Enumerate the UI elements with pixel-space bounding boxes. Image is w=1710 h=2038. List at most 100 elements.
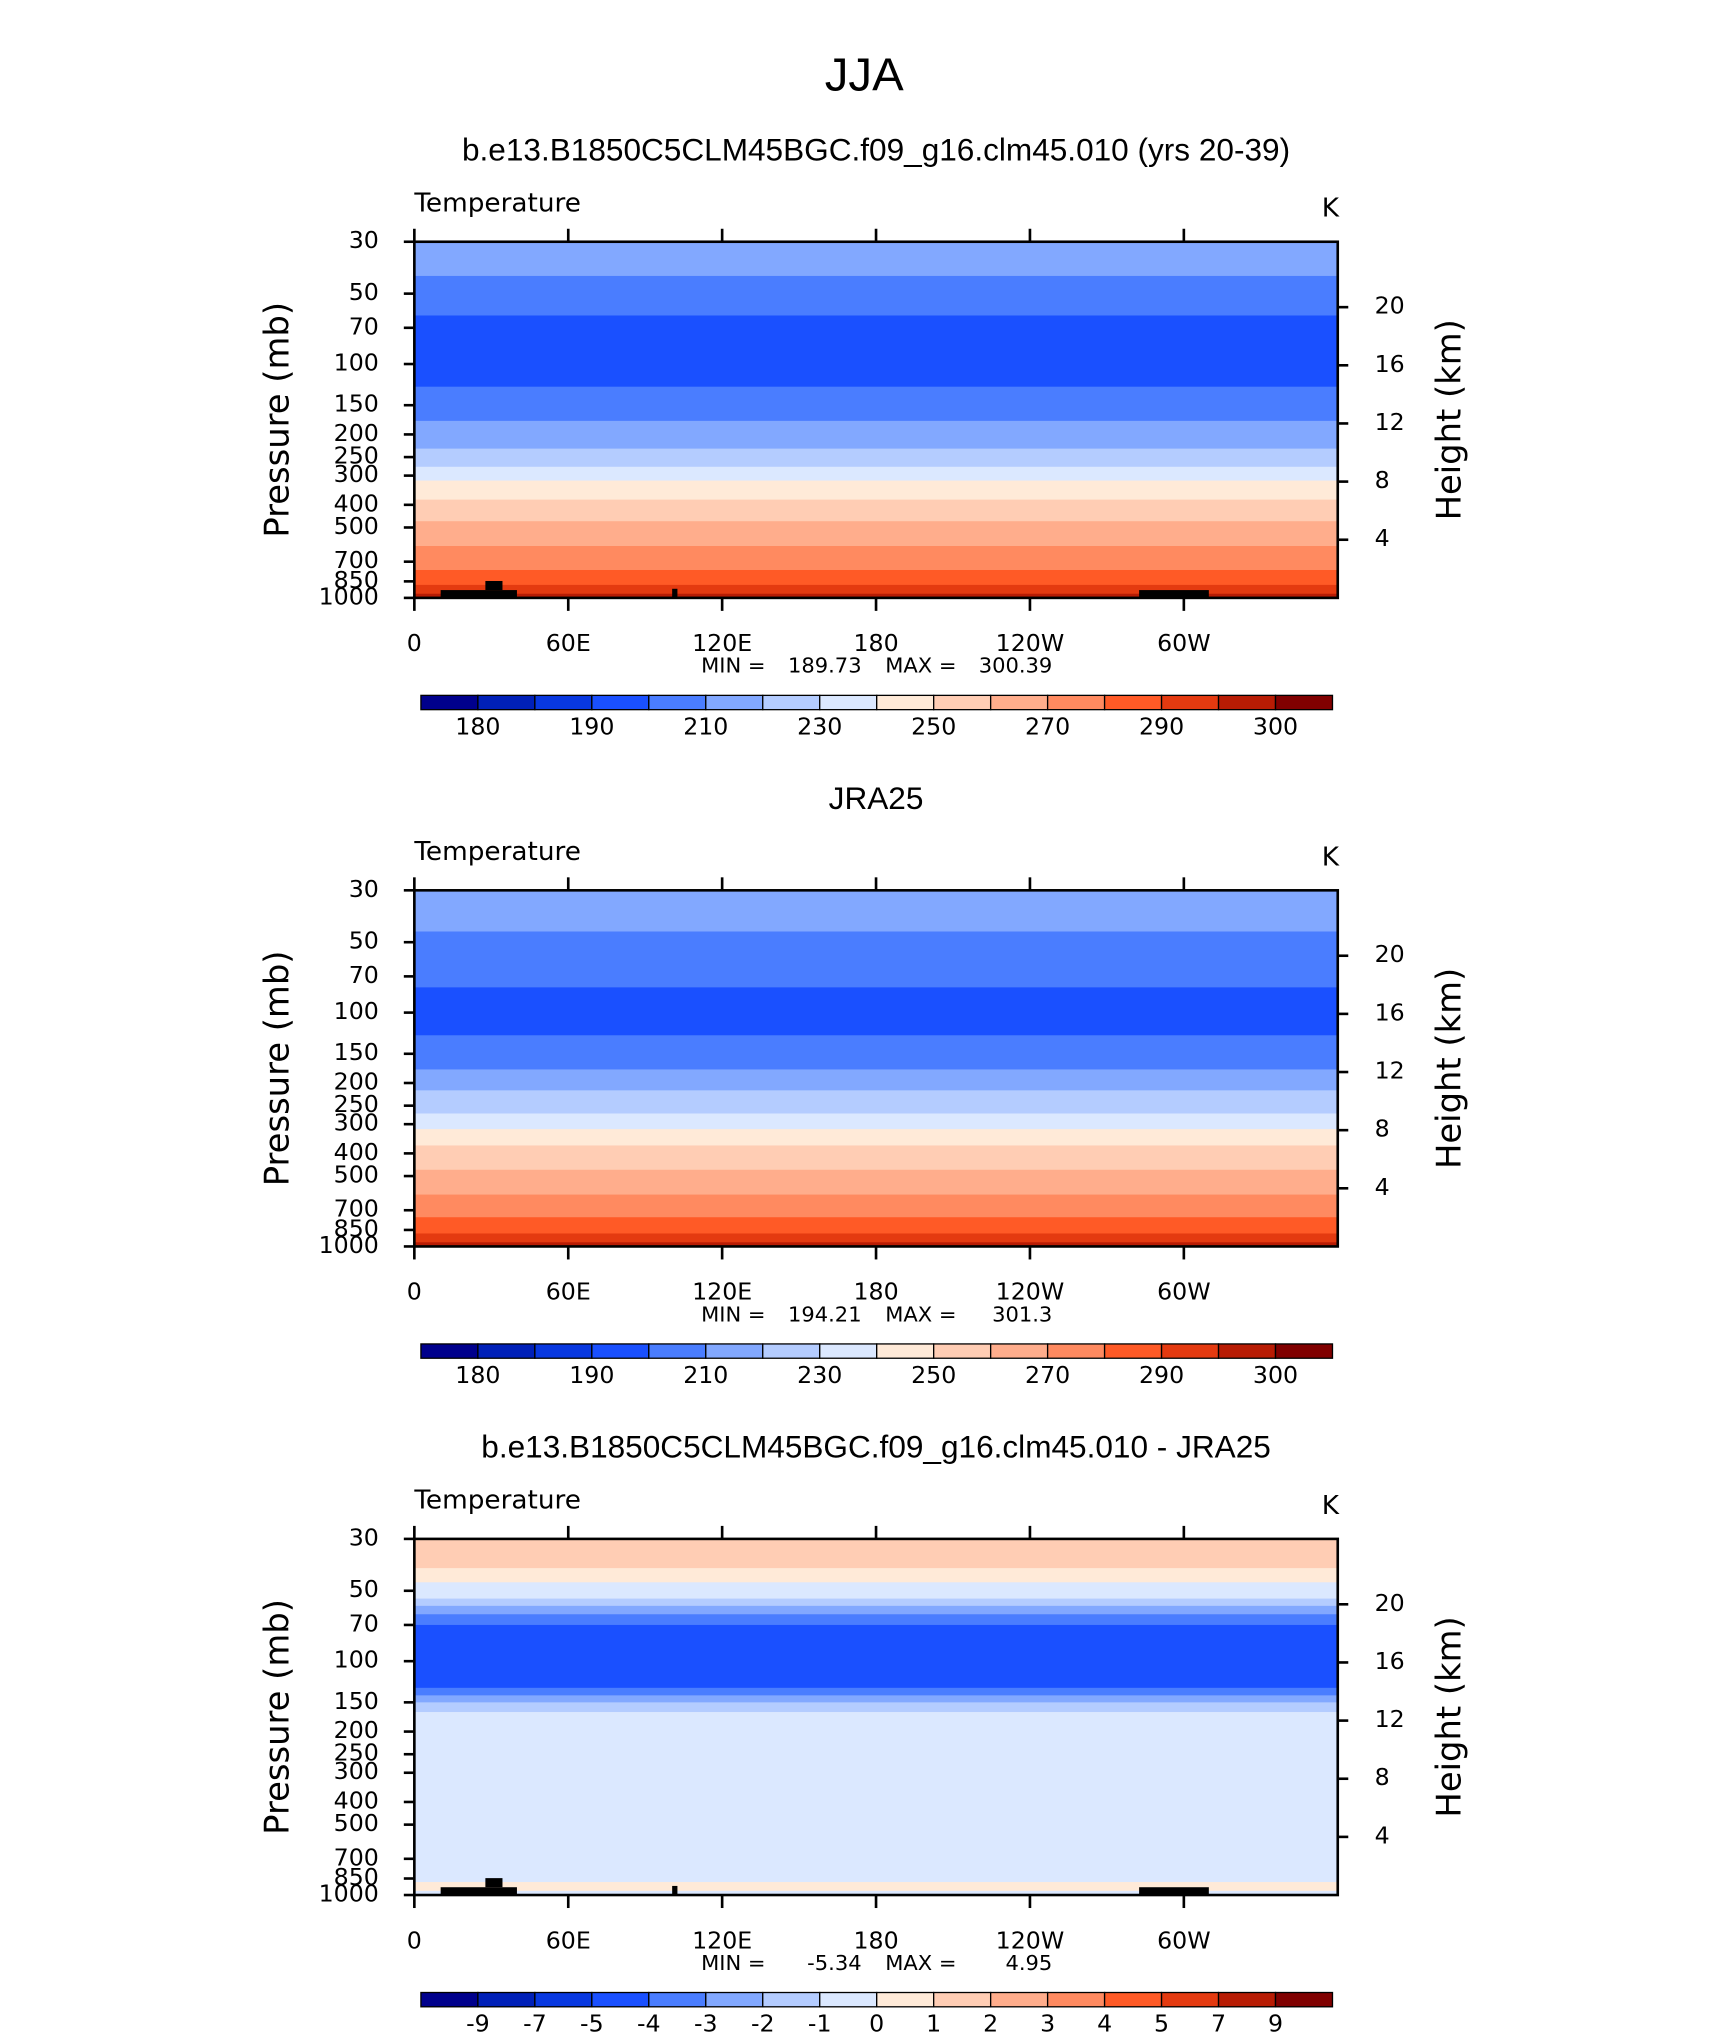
contour-band (414, 1687, 1338, 1696)
colorbar-label: 210 (683, 712, 728, 740)
x-tick-label: 0 (407, 1926, 422, 1954)
min-label: MIN = (701, 1951, 765, 1975)
panel-left-label: Temperature (413, 189, 581, 219)
panel: b.e13.B1850C5CLM45BGC.f09_g16.clm45.010 … (257, 132, 1469, 740)
y-tick-label: 200 (334, 1068, 379, 1096)
colorbar-label: 270 (1025, 712, 1070, 740)
y-tick-label: 200 (334, 419, 379, 447)
colorbar-box (819, 1343, 878, 1359)
y2-tick-label: 16 (1375, 998, 1405, 1026)
colorbar-box (1046, 1991, 1106, 2008)
colorbar-box (1274, 694, 1334, 711)
y-tick-label: 850 (334, 566, 379, 594)
colorbar-label: 9 (1268, 2010, 1283, 2038)
x-tick-label: 60E (546, 1926, 591, 1954)
contour-band (414, 1624, 1338, 1689)
y2-tick-label: 8 (1375, 466, 1390, 494)
y-tick-label: 50 (349, 278, 379, 306)
contour-band (414, 1069, 1338, 1091)
colorbar-box (591, 1991, 650, 2008)
y2-tick-label: 20 (1375, 1589, 1405, 1617)
y-tick-label: 30 (349, 875, 379, 903)
colorbar-label: 270 (1025, 1361, 1070, 1389)
colorbar-label: -2 (751, 2010, 775, 2038)
y-tick-label: 150 (334, 1687, 379, 1715)
contour-band (414, 593, 1338, 599)
contour-band (414, 1233, 1338, 1243)
topography (1139, 1887, 1209, 1896)
colorbar-label: 180 (455, 712, 500, 740)
colorbar-box (648, 1343, 707, 1359)
contour-band (414, 890, 1338, 933)
colorbar-box (648, 694, 707, 711)
y2-tick-label: 16 (1375, 350, 1405, 378)
topography (485, 1878, 503, 1888)
colorbar-box (762, 1991, 821, 2008)
colorbar-box (705, 1991, 764, 2008)
y2-tick-label: 4 (1375, 524, 1390, 552)
y-tick-label: 250 (334, 442, 379, 470)
contour-band (414, 1035, 1338, 1071)
colorbar-box (876, 1343, 935, 1359)
y-axis-label: Pressure (mb) (257, 951, 297, 1187)
colorbar-box (705, 694, 764, 711)
panel-title: b.e13.B1850C5CLM45BGC.f09_g16.clm45.010 … (481, 1430, 1271, 1465)
y-tick-label: 150 (334, 390, 379, 418)
y2-tick-label: 8 (1375, 1763, 1390, 1791)
y2-tick-label: 16 (1375, 1647, 1405, 1675)
colorbar-label: 300 (1253, 712, 1298, 740)
colorbar-box (591, 1343, 650, 1359)
colorbar-label: 2 (983, 2010, 998, 2038)
x-tick-label: 120E (692, 629, 752, 657)
topography (440, 590, 517, 598)
max-value: 301.3 (992, 1302, 1052, 1326)
y-tick-label: 500 (334, 1809, 379, 1837)
contour-band (414, 1129, 1338, 1147)
colorbar-box (1046, 1343, 1106, 1359)
contour-band (414, 570, 1338, 586)
colorbar-label: 1 (926, 2010, 941, 2038)
x-tick-label: 120W (996, 1278, 1065, 1306)
contour-band (414, 1568, 1338, 1583)
colorbar-label: 180 (455, 1361, 500, 1389)
y-tick-label: 250 (334, 1739, 379, 1767)
colorbar-label: 290 (1139, 1361, 1184, 1389)
colorbar-box (648, 1991, 707, 2008)
colorbar-label: 250 (911, 1361, 956, 1389)
contour-band (414, 1242, 1338, 1248)
min-value: -5.34 (807, 1951, 861, 1975)
contour-band (414, 1605, 1338, 1615)
y-tick-label: 300 (334, 1757, 379, 1785)
contour-band (414, 448, 1338, 468)
figure-title: JJA (825, 48, 905, 101)
colorbar-box (1103, 1343, 1163, 1359)
colorbar-label: 300 (1253, 1361, 1298, 1389)
y-axis-label: Pressure (mb) (257, 1599, 297, 1835)
colorbar-box (819, 1991, 878, 2008)
colorbar-box (1160, 1343, 1220, 1359)
panel: b.e13.B1850C5CLM45BGC.f09_g16.clm45.010 … (257, 1430, 1469, 2038)
colorbar-box (989, 694, 1049, 711)
colorbar-box (477, 1991, 536, 2008)
y-tick-label: 1000 (319, 1880, 379, 1908)
contour-band (414, 499, 1338, 522)
colorbar-box (933, 1991, 992, 2008)
x-tick-label: 120E (692, 1278, 752, 1306)
y-tick-label: 700 (334, 546, 379, 574)
colorbar-box (1217, 1991, 1277, 2008)
contour-band (414, 420, 1338, 450)
colorbar-label: 3 (1040, 2010, 1055, 2038)
colorbar-box (762, 694, 821, 711)
x-tick-label: 0 (407, 1278, 422, 1306)
topography (440, 1887, 517, 1896)
colorbar-box (989, 1991, 1049, 2008)
y-tick-label: 500 (334, 512, 379, 540)
contour-band (414, 1194, 1338, 1218)
y-tick-label: 70 (349, 961, 379, 989)
colorbar-label: 5 (1154, 2010, 1169, 2038)
colorbar-box (591, 694, 650, 711)
topography (485, 580, 503, 591)
min-value: 194.21 (788, 1302, 862, 1326)
y2-tick-label: 8 (1375, 1115, 1390, 1143)
contour-band (414, 1538, 1338, 1569)
